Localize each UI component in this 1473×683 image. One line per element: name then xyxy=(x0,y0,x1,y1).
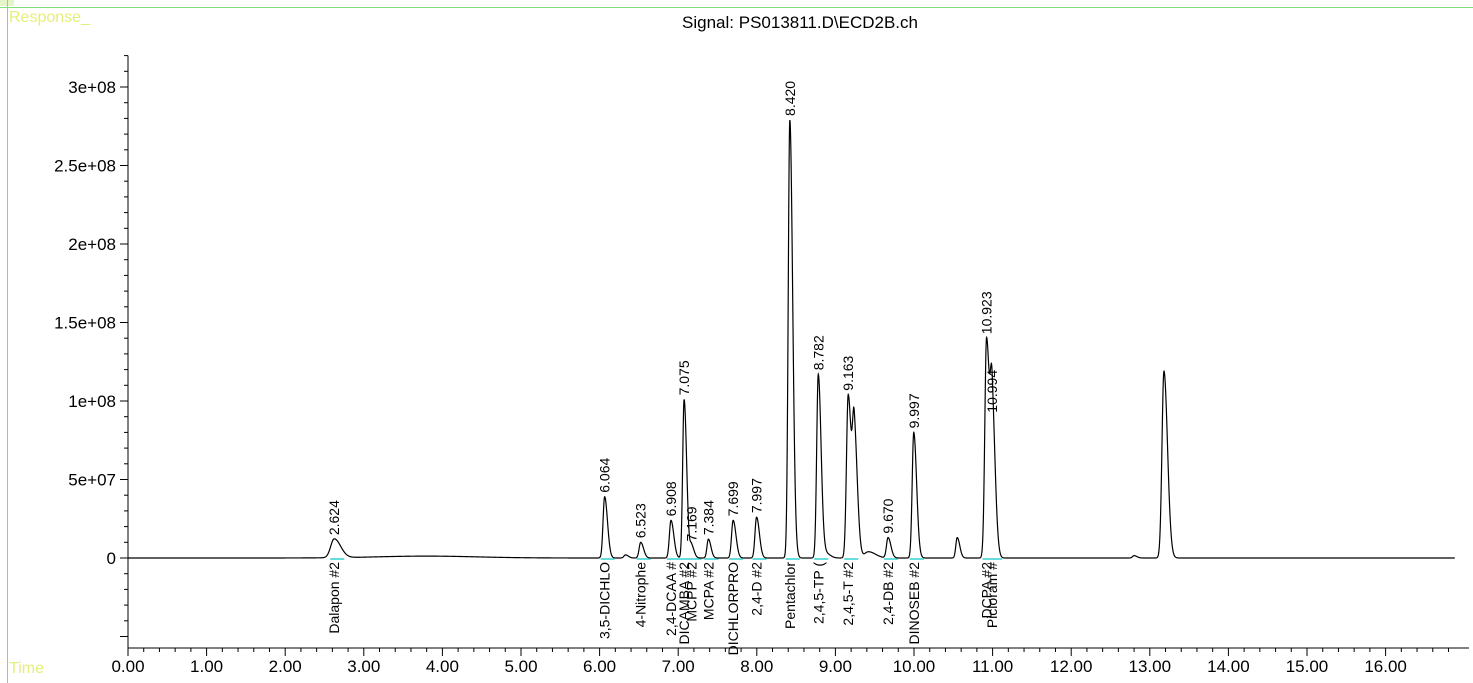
x-tick-label: 5.00 xyxy=(504,657,537,676)
frame-top-border xyxy=(0,7,1473,8)
peak-rt-label: 7.997 xyxy=(749,478,765,513)
x-tick-label: 6.00 xyxy=(583,657,616,676)
peak-rt-label: 9.670 xyxy=(880,498,896,533)
x-tick-label: 7.00 xyxy=(662,657,695,676)
peak-compound-label: 2,4-DB #2 xyxy=(880,562,896,625)
peak-compound-label: 4-Nitrophe xyxy=(633,562,649,628)
peak-compound-label: Picloram # xyxy=(984,562,1000,628)
x-axis-caption: Time xyxy=(9,660,44,677)
frame-left-border xyxy=(7,0,8,683)
y-tick-label: 1.5e+08 xyxy=(54,314,116,333)
x-tick-label: 0.00 xyxy=(111,657,144,676)
peak-rt-label: 6.523 xyxy=(633,503,649,538)
peak-compound-label: DICHLORPRO xyxy=(725,562,741,655)
peak-rt-label: 10.994 xyxy=(984,370,1000,413)
peak-compound-label: Dalapon #2 xyxy=(326,562,342,634)
peak-compound-label: DINOSEB #2 xyxy=(906,562,922,645)
peak-compound-label: DCPA #2 xyxy=(979,562,995,619)
x-tick-label: 15.00 xyxy=(1286,657,1329,676)
y-tick-label: 0 xyxy=(107,549,116,568)
peak-rt-label: 10.923 xyxy=(979,291,995,334)
x-tick-label: 14.00 xyxy=(1207,657,1250,676)
x-tick-label: 4.00 xyxy=(426,657,459,676)
peak-rt-label: 8.420 xyxy=(782,81,798,116)
x-tick-label: 3.00 xyxy=(347,657,380,676)
peak-rt-label: 9.997 xyxy=(906,393,922,428)
chart-title: Signal: PS013811.D\ECD2B.ch xyxy=(682,13,918,32)
axes: 0 5e+07 1e+08 1.5e+08 2e+08 2.5e+08 3e+08 0.00 1… xyxy=(54,55,1469,676)
peak-compound-label: 2,4-DCAA # xyxy=(663,562,679,636)
peak-rt-label: 7.699 xyxy=(725,481,741,516)
peak-rt-label: 2.624 xyxy=(326,500,342,535)
y-axis-caption: Response_ xyxy=(9,9,90,26)
x-tick-label: 13.00 xyxy=(1129,657,1172,676)
peak-rt-label: 7.075 xyxy=(676,360,692,395)
x-tick-label: 10.00 xyxy=(893,657,936,676)
y-tick-label: 5e+07 xyxy=(68,471,116,490)
x-tick-label: 1.00 xyxy=(190,657,223,676)
y-tick-label: 1e+08 xyxy=(68,392,116,411)
peak-compound-label: Pentachlor xyxy=(782,562,798,629)
peak-rt-label: 9.163 xyxy=(840,355,856,390)
peak-compound-label: 3,5-DICHLO xyxy=(597,562,613,639)
signal-trace xyxy=(128,119,1455,559)
peak-compound-label: DICAMBA #2 xyxy=(676,562,692,645)
x-tick-label: 9.00 xyxy=(819,657,852,676)
y-tick-label: 3e+08 xyxy=(68,78,116,97)
x-tick-label: 16.00 xyxy=(1364,657,1407,676)
y-tick-label: 2e+08 xyxy=(68,235,116,254)
x-tick-label: 2.00 xyxy=(269,657,302,676)
peak-rt-label: 7.384 xyxy=(700,500,716,535)
peak-compound-label: 2,4,5-T #2 xyxy=(840,562,856,626)
peak-compound-label: MCPA #2 xyxy=(700,562,716,620)
peak-rt-label: 7.169 xyxy=(683,506,699,541)
peak-compound-label: 2,4,5-TP ( xyxy=(810,562,826,624)
x-tick-label: 8.00 xyxy=(740,657,773,676)
peak-labels: 2.624 Dalapon #2 6.064 3,5-DICHLO 6.523 4-Nit… xyxy=(326,81,1000,656)
peak-rt-label: 6.908 xyxy=(663,481,679,516)
peak-compound-label: 2,4-D #2 xyxy=(749,562,765,616)
x-tick-label: 11.00 xyxy=(972,657,1013,676)
peak-compound-label: MCPP #2 xyxy=(683,562,699,622)
peak-rt-label: 6.064 xyxy=(597,458,613,493)
x-tick-label: 12.00 xyxy=(1050,657,1093,676)
peak-rt-label: 8.782 xyxy=(810,335,826,370)
y-tick-label: 2.5e+08 xyxy=(54,157,116,176)
